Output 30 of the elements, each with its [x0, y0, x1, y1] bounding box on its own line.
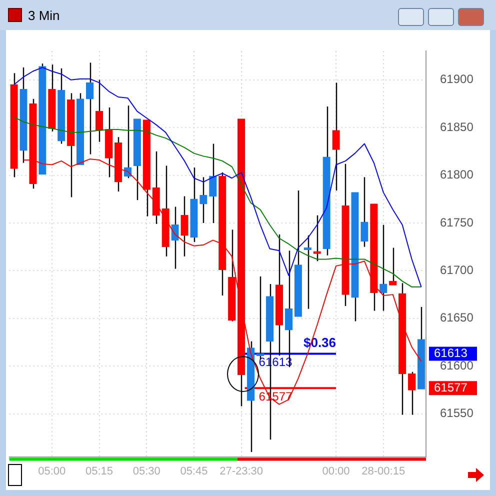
- candlestick: [95, 79, 104, 142]
- x-tick-label: 28-00:15: [362, 465, 406, 478]
- y-tick-label: 61750: [440, 215, 474, 230]
- candlestick: [200, 176, 208, 224]
- candlestick: [408, 371, 416, 416]
- y-tick-label: 61850: [440, 120, 474, 134]
- y-tick-label: 61900: [440, 72, 474, 86]
- text: 61577: [434, 380, 468, 394]
- candlestick: [332, 82, 340, 192]
- candlestick: [380, 224, 388, 312]
- candlestick: [180, 196, 188, 257]
- candlestick: [389, 247, 397, 286]
- candlestick: [86, 62, 94, 155]
- x-tick-label: 27-23:30: [220, 465, 264, 478]
- candlestick: [360, 176, 368, 248]
- candlestick: [171, 206, 179, 270]
- candlestick: [209, 143, 217, 224]
- chart-title: 3 Min: [28, 8, 60, 23]
- y-tick-label: 61650: [440, 310, 474, 325]
- candlestick: [313, 214, 321, 262]
- x-tick-label: 05:15: [85, 465, 114, 478]
- y-tick-label: 61800: [440, 168, 474, 182]
- y-tick-label: 61600: [440, 358, 474, 372]
- x-tick-label: 05:30: [132, 465, 160, 478]
- x-tick-label: 05:00: [38, 465, 66, 478]
- x-tick-label: 00:00: [322, 465, 350, 478]
- y-tick-label: 61700: [440, 263, 474, 278]
- y-tick-label: 61550: [440, 406, 474, 420]
- text: 61613: [434, 346, 468, 360]
- x-tick-label: 05:45: [180, 465, 208, 478]
